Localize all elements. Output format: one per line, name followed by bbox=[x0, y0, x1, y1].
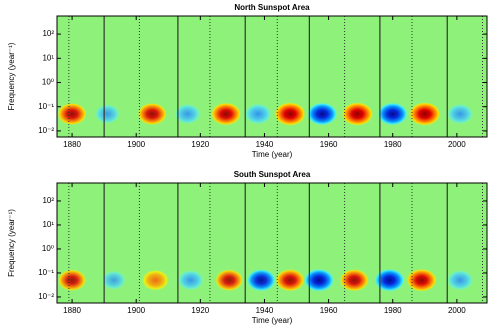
wavelet-blob bbox=[446, 103, 474, 125]
x-tick-label: 1920 bbox=[191, 306, 209, 315]
wavelet-blob bbox=[275, 268, 306, 292]
x-axis-label: Time (year) bbox=[252, 150, 293, 159]
x-tick-label: 1920 bbox=[191, 140, 209, 149]
y-axis-label: Frequency (year⁻¹) bbox=[7, 209, 16, 277]
x-tick-label: 1960 bbox=[320, 306, 338, 315]
y-tick-label: 10² bbox=[42, 196, 54, 205]
wavelet-blob bbox=[214, 269, 244, 292]
wavelet-blob bbox=[177, 269, 205, 291]
y-axis-label: Frequency (year⁻¹) bbox=[7, 42, 16, 110]
y-tick-label: 10¹ bbox=[42, 53, 54, 62]
y-tick-label: 10⁰ bbox=[42, 244, 54, 253]
y-tick-label: 10⁻¹ bbox=[38, 102, 54, 111]
panel-title: South Sunspot Area bbox=[234, 170, 311, 179]
panel-title: North Sunspot Area bbox=[234, 3, 310, 12]
wavelet-blob bbox=[210, 102, 242, 126]
x-tick-label: 1900 bbox=[127, 306, 145, 315]
plot-area bbox=[57, 16, 484, 137]
y-tick-label: 10¹ bbox=[42, 220, 54, 229]
x-tick-label: 1980 bbox=[384, 306, 402, 315]
wavelet-blob bbox=[94, 103, 121, 125]
wavelet-blob bbox=[244, 103, 273, 125]
wavelet-blob bbox=[57, 269, 87, 292]
wavelet-blob bbox=[374, 268, 406, 292]
wavelet-blob bbox=[174, 103, 202, 125]
x-tick-label: 2000 bbox=[448, 140, 466, 149]
wavelet-blob bbox=[377, 102, 409, 126]
y-tick-label: 10⁻² bbox=[38, 292, 54, 301]
wavelet-blob bbox=[341, 101, 374, 126]
x-tick-label: 1880 bbox=[63, 306, 81, 315]
wavelet-blob bbox=[303, 268, 335, 292]
plot-area bbox=[57, 183, 484, 303]
wavelet-blob bbox=[406, 268, 438, 292]
x-tick-label: 1940 bbox=[256, 306, 274, 315]
x-tick-label: 1940 bbox=[256, 140, 274, 149]
x-axis-label: Time (year) bbox=[252, 316, 293, 325]
wavelet-blob bbox=[57, 102, 88, 126]
wavelet-blob bbox=[446, 269, 474, 291]
y-tick-label: 10² bbox=[42, 29, 54, 38]
wavelet-blob bbox=[141, 269, 170, 291]
wavelet-blob bbox=[408, 101, 441, 126]
wavelet-blob bbox=[339, 268, 370, 292]
x-tick-label: 1880 bbox=[63, 140, 81, 149]
x-tick-label: 1960 bbox=[320, 140, 338, 149]
wavelet-blob bbox=[246, 268, 277, 292]
plot-frame bbox=[56, 15, 488, 138]
x-tick-label: 1980 bbox=[384, 140, 402, 149]
wavelet-blob bbox=[101, 270, 127, 291]
wavelet-blob bbox=[306, 102, 338, 126]
wavelet-blob bbox=[137, 102, 168, 126]
x-tick-label: 2000 bbox=[448, 306, 466, 315]
x-tick-label: 1900 bbox=[127, 140, 145, 149]
y-tick-label: 10⁻¹ bbox=[38, 268, 54, 277]
plot-frame bbox=[56, 182, 488, 304]
y-tick-label: 10⁰ bbox=[42, 78, 54, 87]
y-tick-label: 10⁻² bbox=[38, 126, 54, 135]
wavelet-blob bbox=[274, 101, 307, 126]
